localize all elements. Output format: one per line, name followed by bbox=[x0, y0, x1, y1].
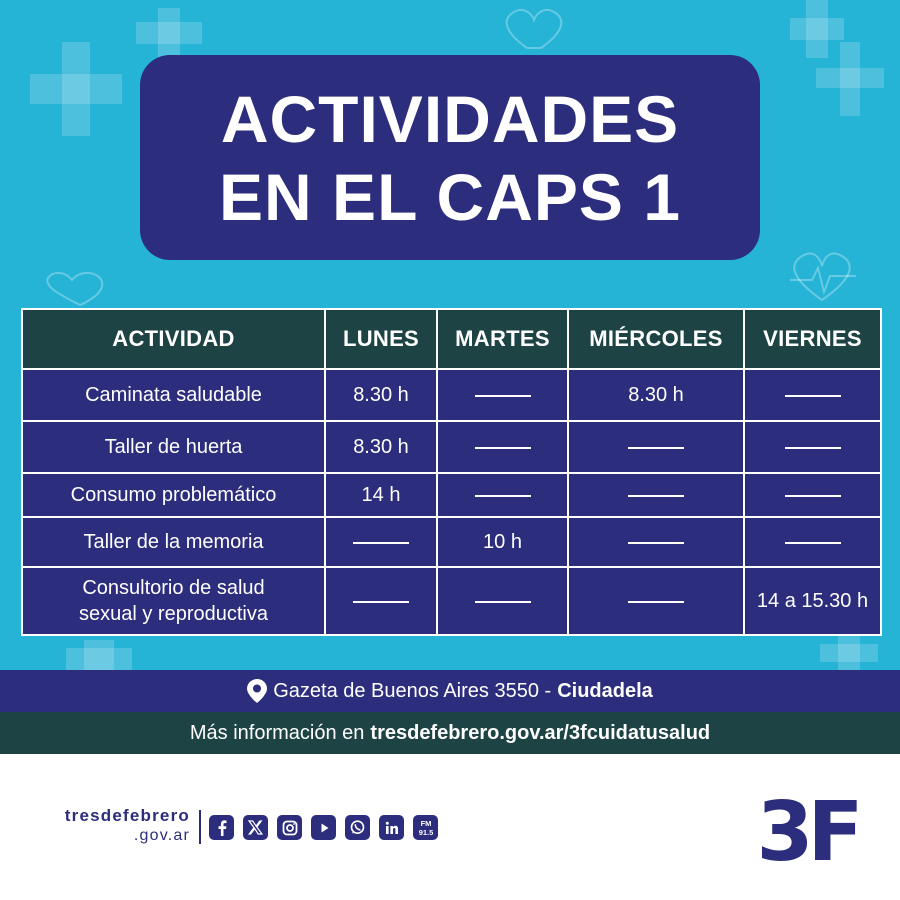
table-row: Taller de huerta 8.30 h bbox=[21, 420, 882, 474]
dash-placeholder bbox=[628, 446, 684, 449]
title-banner: ACTIVIDADES EN EL CAPS 1 bbox=[140, 55, 760, 260]
friday-empty-cell bbox=[743, 420, 882, 474]
3f-logo: 3F bbox=[756, 790, 862, 870]
dash-placeholder bbox=[784, 446, 841, 449]
title-line-1: ACTIVIDADES bbox=[220, 81, 680, 156]
dash-placeholder bbox=[784, 494, 841, 497]
logo-text: 3F bbox=[756, 790, 857, 870]
activity-name-line: Consumo problemático bbox=[70, 484, 277, 506]
medical-cross-icon bbox=[136, 8, 202, 58]
address-bar: Gazeta de Buenos Aires 3550 - Ciudadela bbox=[0, 670, 900, 712]
activity-name-line: Caminata saludable bbox=[85, 384, 262, 406]
social-icons: FM 91.5 bbox=[209, 815, 438, 840]
header-activity: ACTIVIDAD bbox=[21, 308, 326, 370]
monday-time-cell: 8.30 h bbox=[324, 420, 438, 474]
heart-outline-icon bbox=[793, 252, 851, 302]
activity-name-line: Taller de huerta bbox=[104, 436, 243, 458]
info-url-link[interactable]: tresdefebrero.gov.ar/3fcuidatusalud bbox=[370, 721, 711, 744]
instagram-icon[interactable] bbox=[277, 815, 302, 840]
table-body: Caminata saludable 8.30 h 8.30 h Taller de … bbox=[21, 368, 882, 636]
dash-placeholder bbox=[628, 494, 684, 497]
wednesday-empty-cell bbox=[567, 420, 745, 474]
activity-name-line: Taller de la memoria bbox=[83, 531, 264, 553]
friday-empty-cell bbox=[743, 472, 882, 518]
dash-placeholder bbox=[784, 394, 841, 397]
wednesday-empty-cell bbox=[567, 566, 745, 636]
brand-wordmark: tresdefebrero .gov.ar bbox=[44, 806, 190, 846]
activity-name-line: sexual y reproductiva bbox=[79, 603, 268, 625]
linkedin-icon[interactable] bbox=[379, 815, 404, 840]
medical-cross-icon bbox=[820, 634, 878, 670]
tuesday-empty-cell bbox=[436, 420, 569, 474]
radio-fm-text: FM bbox=[420, 819, 431, 828]
monday-empty-cell bbox=[324, 516, 438, 568]
tuesday-time-cell: 10 h bbox=[436, 516, 569, 568]
brand-line-1: tresdefebrero bbox=[64, 806, 190, 825]
header-friday: VIERNES bbox=[743, 308, 882, 370]
tuesday-empty-cell bbox=[436, 368, 569, 422]
footer-divider bbox=[199, 810, 201, 844]
activity-cell: Taller de la memoria bbox=[21, 516, 326, 568]
wednesday-time-cell: 8.30 h bbox=[567, 368, 745, 422]
table-header-row: ACTIVIDAD LUNES MARTES MIÉRCOLES VIERNES bbox=[21, 308, 882, 370]
fm-radio-icon[interactable]: FM 91.5 bbox=[413, 815, 438, 840]
decorative-background bbox=[30, 0, 884, 670]
info-bar: Más información en tresdefebrero.gov.ar/… bbox=[0, 712, 900, 754]
address-street: Gazeta de Buenos Aires 3550 - bbox=[273, 679, 552, 702]
table-row: Taller de la memoria 10 h bbox=[21, 516, 882, 568]
header-wednesday: MIÉRCOLES bbox=[567, 308, 745, 370]
dash-placeholder bbox=[474, 394, 531, 397]
table-row: Consumo problemático 14 h bbox=[21, 472, 882, 518]
wednesday-empty-cell bbox=[567, 516, 745, 568]
friday-empty-cell bbox=[743, 516, 882, 568]
brand-line-2: .gov.ar bbox=[133, 827, 190, 844]
header-tuesday: MARTES bbox=[436, 308, 569, 370]
header-monday: LUNES bbox=[324, 308, 438, 370]
monday-time-cell: 8.30 h bbox=[324, 368, 438, 422]
heartbeat-line-icon bbox=[790, 265, 856, 296]
dash-placeholder bbox=[474, 494, 531, 497]
activity-cell: Consumo problemático bbox=[21, 472, 326, 518]
monday-time-cell: 14 h bbox=[324, 472, 438, 518]
dash-placeholder bbox=[628, 600, 684, 603]
youtube-icon[interactable] bbox=[311, 815, 336, 840]
table-row: Caminata saludable 8.30 h 8.30 h bbox=[21, 368, 882, 422]
medical-cross-icon bbox=[30, 42, 122, 136]
location-pin-icon bbox=[247, 679, 268, 703]
address-city: Ciudadela bbox=[557, 679, 653, 702]
dash-placeholder bbox=[784, 541, 841, 544]
activity-cell: Taller de huerta bbox=[21, 420, 326, 474]
info-prefix: Más información en bbox=[189, 721, 365, 744]
wednesday-empty-cell bbox=[567, 472, 745, 518]
dash-placeholder bbox=[628, 541, 684, 544]
dash-placeholder bbox=[474, 600, 531, 603]
footer: tresdefebrero .gov.ar FM 91.5 3F bbox=[0, 754, 900, 900]
tuesday-empty-cell bbox=[436, 472, 569, 518]
monday-empty-cell bbox=[324, 566, 438, 636]
x-icon[interactable] bbox=[243, 815, 268, 840]
schedule-table: ACTIVIDAD LUNES MARTES MIÉRCOLES VIERNES… bbox=[21, 308, 882, 636]
activity-cell: Consultorio de salud sexual y reproductiv… bbox=[21, 566, 326, 636]
medical-cross-icon bbox=[66, 640, 132, 670]
whatsapp-icon[interactable] bbox=[345, 815, 370, 840]
dash-placeholder bbox=[353, 600, 409, 603]
friday-empty-cell bbox=[743, 368, 882, 422]
radio-frequency-text: 91.5 bbox=[418, 828, 433, 837]
friday-time-cell: 14 a 15.30 h bbox=[743, 566, 882, 636]
table-row: Consultorio de salud sexual y reproductiv… bbox=[21, 566, 882, 636]
hero-section: ACTIVIDADES EN EL CAPS 1 ACTIVIDAD LUNES… bbox=[0, 0, 900, 670]
activity-name-line: Consultorio de salud bbox=[82, 577, 265, 599]
title-line-2: EN EL CAPS 1 bbox=[219, 159, 681, 234]
medical-cross-icon bbox=[816, 42, 884, 116]
heart-outline-icon bbox=[46, 272, 104, 307]
activity-cell: Caminata saludable bbox=[21, 368, 326, 422]
tuesday-empty-cell bbox=[436, 566, 569, 636]
facebook-icon[interactable] bbox=[209, 815, 234, 840]
dash-placeholder bbox=[474, 446, 531, 449]
medical-cross-icon bbox=[790, 0, 844, 58]
dash-placeholder bbox=[353, 541, 409, 544]
heart-outline-icon bbox=[505, 8, 563, 49]
